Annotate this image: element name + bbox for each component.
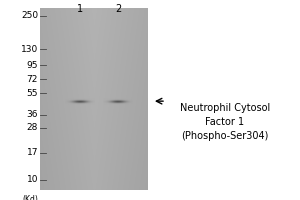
Text: 72: 72 [27, 75, 38, 84]
Text: 1: 1 [77, 4, 83, 14]
Text: 17: 17 [26, 148, 38, 157]
Text: Factor 1: Factor 1 [206, 117, 244, 127]
Text: 55: 55 [26, 89, 38, 98]
Text: Neutrophil Cytosol: Neutrophil Cytosol [180, 103, 270, 113]
Text: 10: 10 [26, 176, 38, 184]
Text: 130: 130 [21, 45, 38, 54]
Text: (Phospho-Ser304): (Phospho-Ser304) [181, 131, 269, 141]
Text: 250: 250 [21, 11, 38, 21]
Text: 28: 28 [27, 123, 38, 132]
Text: (Kd): (Kd) [22, 195, 38, 200]
Text: 36: 36 [26, 110, 38, 119]
Text: 2: 2 [115, 4, 121, 14]
Text: 95: 95 [26, 61, 38, 70]
